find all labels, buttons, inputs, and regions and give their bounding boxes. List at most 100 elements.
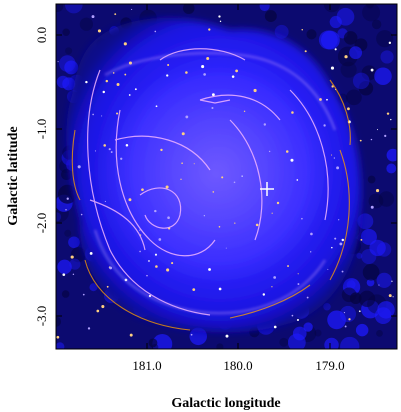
star — [392, 296, 394, 298]
x-axis-ticks — [146, 4, 331, 349]
star — [112, 72, 115, 74]
star — [334, 48, 337, 51]
star — [134, 88, 137, 91]
star — [262, 293, 266, 296]
star — [339, 242, 343, 246]
star — [166, 268, 170, 272]
star — [271, 286, 273, 288]
mottle-blob — [369, 239, 386, 257]
star — [114, 13, 117, 16]
star — [106, 285, 109, 288]
star — [89, 252, 93, 255]
star — [241, 175, 243, 177]
mottle-blob — [386, 163, 397, 174]
mottle-blob — [336, 7, 355, 26]
star — [82, 293, 85, 296]
star — [331, 154, 333, 156]
star — [154, 30, 157, 33]
star — [103, 144, 106, 147]
star — [370, 205, 374, 209]
mottle-blob — [362, 4, 381, 22]
star — [66, 197, 69, 200]
star — [91, 15, 95, 19]
star — [146, 274, 148, 277]
star — [129, 333, 133, 337]
mottle-blob — [356, 252, 363, 259]
star — [203, 215, 205, 217]
star — [390, 118, 392, 121]
star — [347, 107, 350, 111]
mottle-blob — [358, 81, 374, 96]
star — [96, 309, 100, 313]
star — [124, 73, 127, 76]
star — [225, 334, 229, 338]
star — [370, 68, 374, 72]
star — [108, 148, 111, 151]
star — [57, 61, 59, 63]
star — [131, 8, 133, 11]
mottle-blob — [324, 337, 339, 349]
mottle-blob — [362, 263, 380, 281]
star — [154, 253, 158, 256]
mottle-blob — [56, 212, 62, 222]
star — [219, 20, 222, 23]
mottle-blob — [79, 17, 94, 31]
star — [160, 148, 163, 152]
star — [101, 115, 103, 117]
mottle-blob — [65, 47, 73, 55]
star — [77, 165, 81, 169]
star — [154, 209, 157, 213]
star — [192, 288, 196, 291]
mottle-blob — [320, 30, 340, 50]
star — [291, 314, 294, 317]
x-tick-label: 180.0 — [223, 358, 252, 373]
star — [370, 138, 373, 141]
mottle-blob — [339, 305, 357, 323]
star — [386, 112, 390, 115]
star — [72, 273, 75, 276]
mottle-blob — [357, 213, 374, 230]
star — [94, 150, 97, 152]
star — [221, 176, 224, 179]
star — [273, 276, 277, 279]
star — [97, 29, 102, 33]
star — [87, 327, 91, 330]
mottle-blob — [57, 259, 72, 275]
star — [141, 188, 144, 191]
star — [360, 238, 363, 241]
mottle-blob — [378, 191, 395, 207]
star — [110, 151, 113, 153]
mottle-blob — [64, 229, 72, 237]
star — [120, 157, 123, 160]
mottle-blob — [314, 329, 322, 337]
star — [166, 74, 169, 77]
star — [181, 132, 185, 136]
mottle-blob — [306, 29, 317, 40]
star — [190, 333, 193, 336]
star — [271, 212, 273, 214]
y-tick-label: -2.0 — [34, 213, 49, 234]
star — [165, 185, 169, 189]
mottle-blob — [303, 322, 313, 332]
star — [377, 129, 379, 131]
mottle-blob — [64, 4, 83, 14]
x-axis-label: Galactic longitude — [171, 396, 280, 411]
y-tick-label: -3.0 — [34, 306, 49, 327]
star — [310, 232, 313, 236]
star — [338, 219, 340, 221]
star — [253, 88, 257, 93]
mottle-blob — [56, 342, 65, 349]
star — [323, 124, 326, 127]
mottle-blob — [61, 290, 70, 298]
mottle-blob — [264, 10, 277, 23]
star — [290, 158, 294, 162]
star — [276, 201, 280, 205]
mottle-blob — [56, 316, 62, 327]
mottle-blob — [259, 4, 270, 12]
star — [301, 217, 303, 220]
star — [331, 85, 334, 88]
star — [326, 98, 328, 101]
star — [296, 179, 299, 181]
star — [155, 105, 158, 108]
star — [235, 69, 239, 73]
